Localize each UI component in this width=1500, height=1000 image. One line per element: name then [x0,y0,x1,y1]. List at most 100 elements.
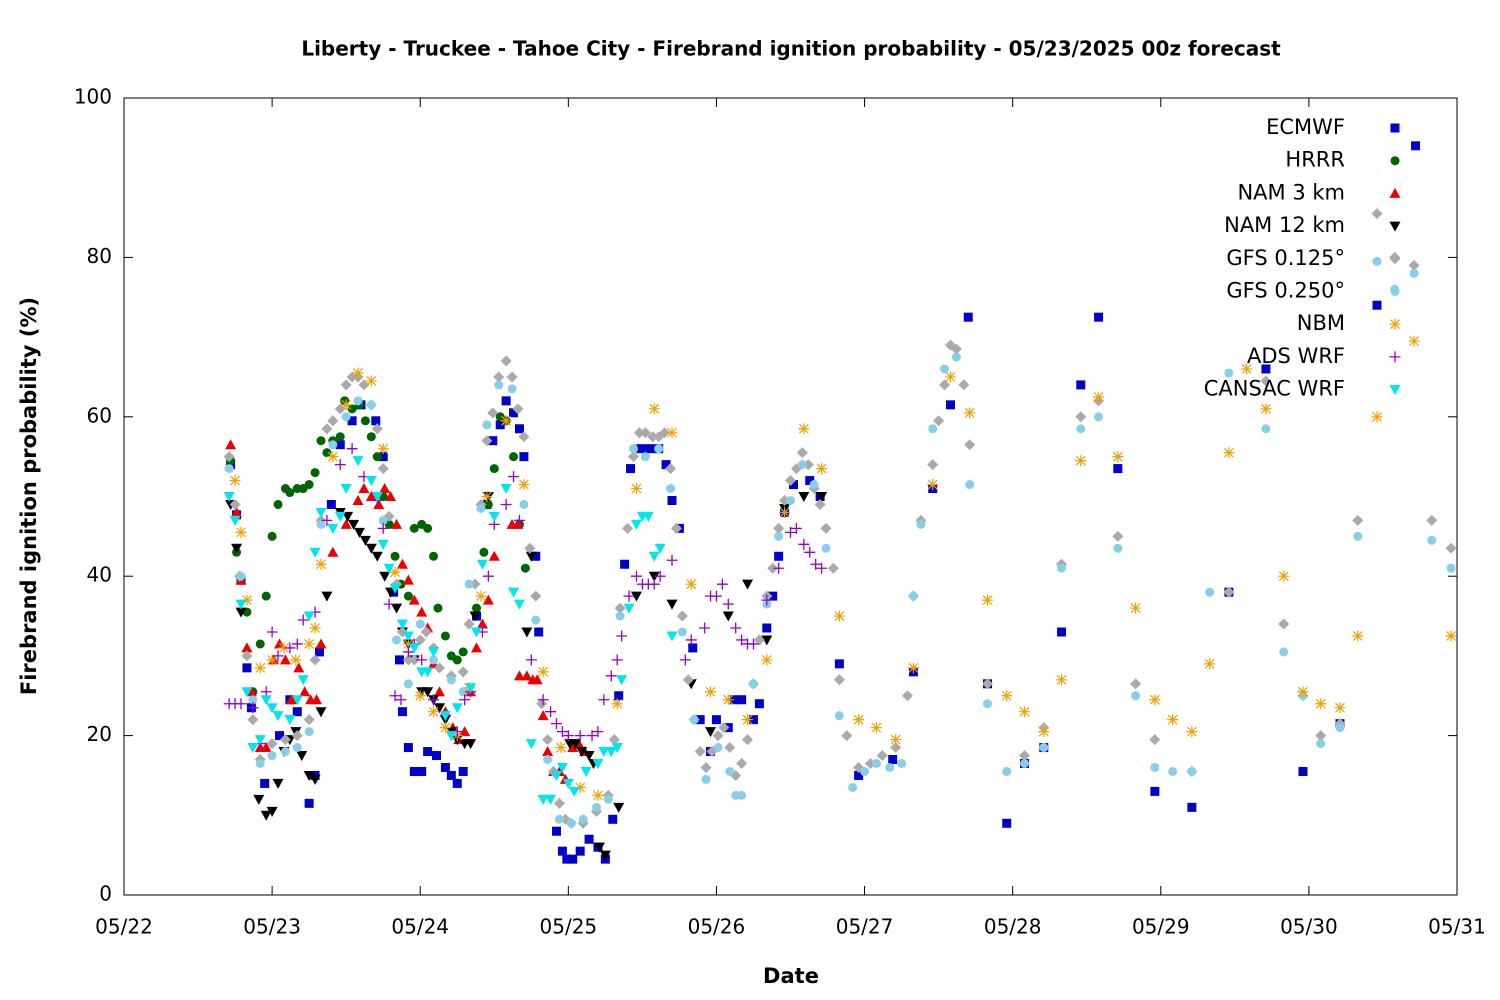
data-point [1057,627,1067,637]
data-point [630,519,642,530]
data-point [833,674,845,686]
data-point [1241,363,1253,375]
data-point [716,578,728,590]
data-point [481,435,493,447]
data-point [241,687,253,698]
data-point [409,766,419,776]
data-point [623,590,635,602]
data-point [1352,514,1364,526]
data-point [340,396,350,406]
data-point [1076,380,1086,390]
data-point [1057,563,1067,573]
data-point [1187,802,1197,812]
data-point [229,515,241,526]
data-point [1020,758,1030,768]
data-point [235,599,247,610]
x-tick-label: 05/24 [391,915,449,939]
x-tick-label: 05/22 [95,915,153,939]
data-point [603,794,613,804]
data-point [403,591,413,601]
data-point [389,690,401,702]
data-point [292,707,302,717]
chart-title: Liberty - Truckee - Tahoe City - Firebra… [301,37,1281,61]
data-point [236,571,246,581]
data-point [1113,464,1123,474]
data-point [416,606,428,617]
data-point [428,694,440,706]
data-point [377,522,389,534]
data-point [542,746,554,757]
data-point [834,659,844,669]
data-point [636,444,646,454]
data-point [804,546,816,558]
data-point [521,670,533,681]
data-point [615,611,625,621]
data-point [1002,818,1012,828]
data-point [428,706,440,718]
data-point [423,523,433,533]
data-point [537,794,549,805]
data-point [429,655,439,665]
data-point [633,427,645,439]
data-point [536,698,548,710]
data-point [1223,447,1235,459]
data-point [598,747,610,758]
data-point [779,506,791,518]
data-point [358,379,370,391]
data-point [390,551,400,561]
data-point [1371,208,1383,220]
data-point [542,734,554,746]
data-point [383,563,395,574]
data-point [1149,734,1161,746]
x-tick-label: 05/30 [1280,915,1338,939]
data-point [340,518,352,529]
data-point [328,440,338,450]
data-point [768,591,778,601]
data-point [518,479,530,491]
legend-marker [1389,187,1401,198]
data-point [608,814,618,824]
data-point [556,726,568,738]
data-point [1094,312,1104,322]
data-point [963,312,973,322]
data-point [951,352,961,362]
data-point [494,380,504,390]
data-point [389,566,401,578]
data-point [513,514,525,526]
data-point [1261,424,1271,434]
data-point [389,583,401,594]
data-point [1353,531,1363,541]
data-point [648,551,660,562]
data-point [562,730,574,742]
data-point [1038,726,1050,738]
data-point [827,562,839,574]
y-tick-label: 0 [99,882,112,906]
data-point [272,711,284,722]
data-point [365,476,377,487]
data-point [611,743,623,754]
data-point [231,543,243,554]
data-point [247,702,259,714]
data-point [422,667,434,678]
data-point [291,638,303,650]
data-point [391,603,403,614]
data-point [476,503,486,513]
data-point [1315,698,1327,710]
data-point [902,690,914,702]
data-point [1187,766,1197,776]
data-point [626,464,636,474]
data-point [928,424,938,434]
data-point [762,623,772,633]
data-point [591,802,601,812]
data-point [358,483,370,494]
data-point [255,639,265,649]
data-point [1352,630,1364,642]
data-point [315,638,327,649]
data-point [550,770,562,781]
data-point [848,782,858,792]
data-point [365,375,377,387]
data-point [940,364,950,374]
data-point [654,543,666,554]
data-point [853,714,865,726]
data-point [833,610,845,622]
